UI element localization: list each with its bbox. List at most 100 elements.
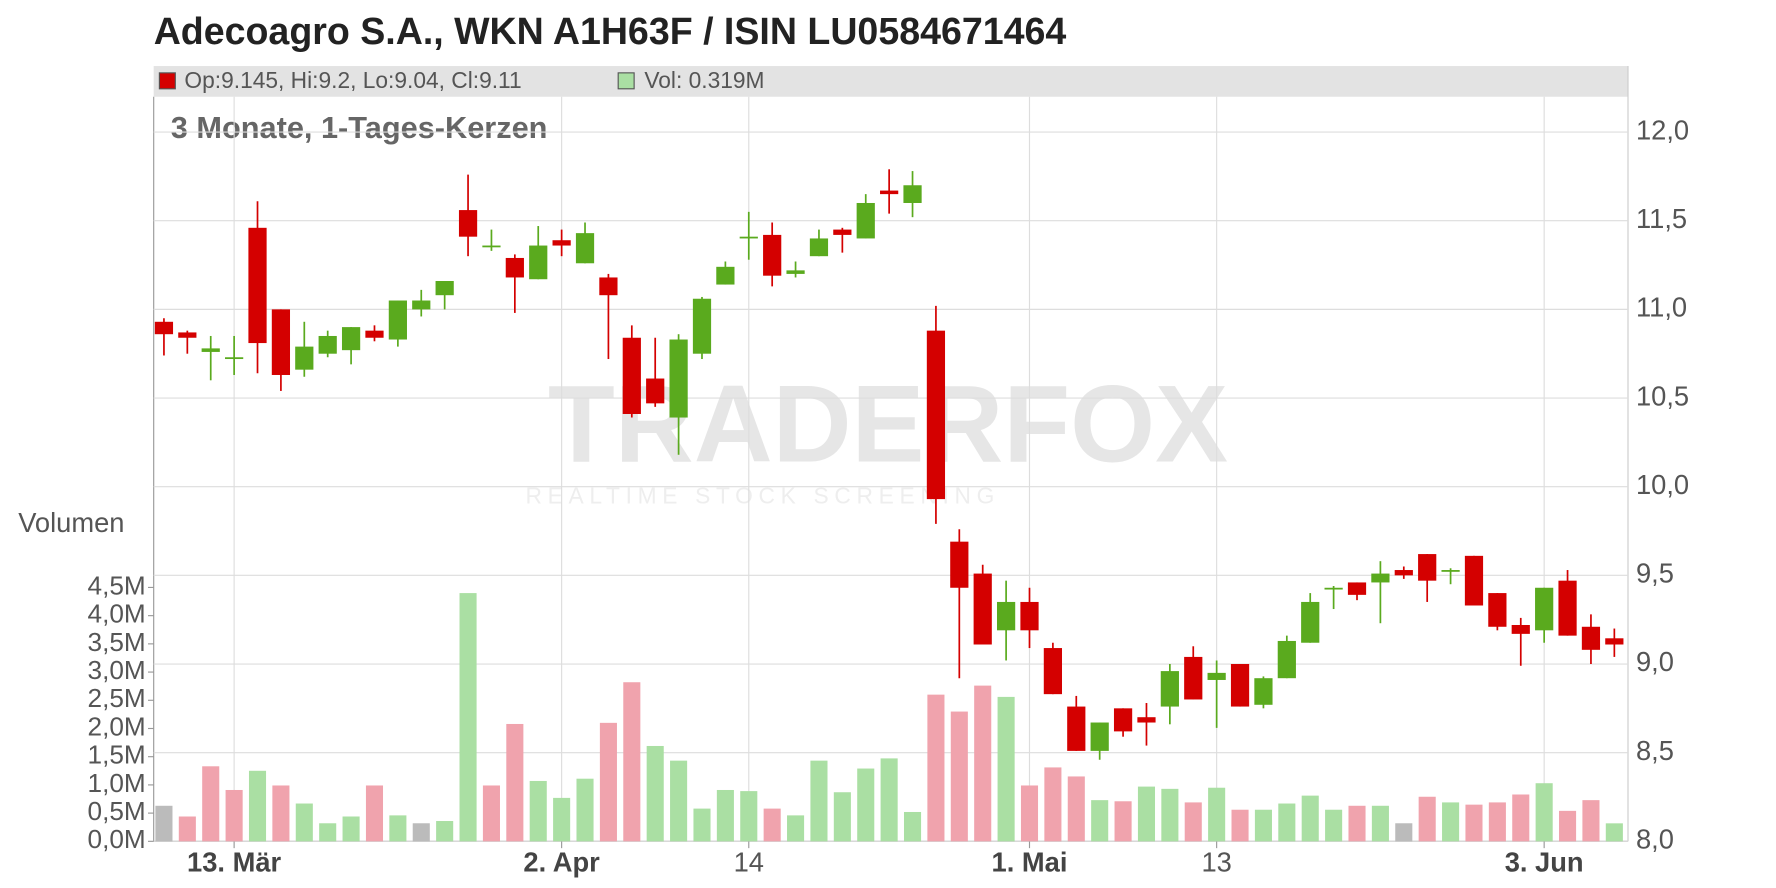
volume-bar — [506, 723, 524, 842]
y-tick-label: 12,0 — [1636, 114, 1689, 145]
candle-body — [1137, 717, 1156, 723]
volume-bar — [319, 823, 337, 842]
candle-body — [1488, 593, 1507, 627]
x-tick-label: 1. Mai — [992, 846, 1068, 877]
volume-bar — [436, 821, 454, 842]
candle-body — [1254, 678, 1273, 705]
y2-tick-label: 4,5M — [88, 570, 146, 600]
candle-body — [622, 337, 641, 414]
candle-body — [1441, 570, 1460, 572]
volume-bar — [412, 823, 430, 842]
volume-bar — [599, 722, 617, 842]
y2-tick-label: 2,5M — [88, 683, 146, 713]
legend-volume: Vol: 0.319M — [644, 67, 764, 93]
volume-axis-title: Volumen — [18, 507, 124, 538]
y-tick-label: 10,0 — [1636, 469, 1689, 500]
candle-body — [1394, 570, 1413, 576]
volume-bar — [1442, 802, 1460, 842]
candle-body — [1464, 555, 1484, 606]
volume-bar — [155, 805, 173, 842]
volume-bar — [1044, 767, 1062, 842]
volume-bar — [623, 682, 641, 842]
candle-body — [950, 541, 969, 588]
volume-bar — [693, 808, 711, 842]
candle-body — [1301, 601, 1320, 643]
volume-bar — [1465, 804, 1483, 842]
volume-bar — [178, 816, 196, 842]
volume-bar — [1254, 809, 1272, 842]
candle-body — [1090, 722, 1109, 751]
volume-bar — [1418, 796, 1436, 842]
volume-bar — [1231, 809, 1249, 842]
candle-body — [1535, 587, 1554, 631]
candle-body — [763, 234, 782, 276]
volume-bar — [459, 593, 477, 842]
volume-bar — [1582, 800, 1600, 842]
volume-bar — [1535, 783, 1553, 842]
volume-bar — [553, 797, 571, 842]
candle-body — [1511, 624, 1530, 634]
candle-body — [739, 236, 758, 239]
volume-bar — [1395, 823, 1413, 842]
y2-tick-label: 2,0M — [88, 711, 146, 741]
volume-bar — [646, 745, 664, 842]
legend-swatch — [158, 72, 176, 90]
candle-body — [809, 238, 829, 257]
candle-body — [341, 327, 361, 351]
candle-body — [412, 300, 431, 310]
candle-body — [599, 277, 618, 296]
candle-body — [1113, 708, 1133, 732]
volume-bar — [529, 780, 547, 842]
candle-body — [1581, 626, 1601, 650]
volume-bar — [1091, 800, 1109, 842]
volume-bar — [787, 815, 805, 842]
candle-body — [1230, 664, 1250, 707]
volume-bar — [1114, 801, 1132, 842]
volume-bar — [927, 694, 945, 842]
candle-body — [1371, 573, 1390, 583]
volume-bar — [295, 803, 313, 842]
y-tick-label: 9,5 — [1636, 558, 1674, 589]
candle-body — [1160, 671, 1179, 707]
candle-body — [318, 335, 337, 354]
x-tick-label: 13 — [1201, 846, 1231, 877]
candle-body — [458, 210, 478, 237]
candle-body — [154, 321, 174, 335]
candle-body — [1020, 601, 1039, 631]
candle-body — [1605, 638, 1624, 645]
volume-bar — [1184, 802, 1202, 842]
candle-body — [996, 601, 1016, 631]
y2-tick-label: 0,0M — [88, 824, 146, 854]
candle-body — [786, 270, 805, 274]
candle-body — [646, 378, 665, 404]
y-tick-label: 11,5 — [1636, 203, 1687, 234]
candle-body — [295, 346, 314, 370]
subtitle: 3 Monate, 1-Tages-Kerzen — [171, 110, 548, 145]
candle-body — [529, 245, 548, 280]
volume-bar — [1325, 809, 1343, 842]
candle-body — [1184, 656, 1203, 700]
y2-tick-label: 4,0M — [88, 599, 146, 629]
x-tick-label: 13. Mär — [187, 846, 281, 877]
volume-bar — [997, 696, 1015, 842]
candle-body — [669, 339, 688, 418]
volume-bar — [716, 789, 734, 842]
y-tick-label: 9,0 — [1636, 646, 1674, 677]
y-tick-label: 8,0 — [1636, 824, 1674, 855]
y-tick-label: 10,5 — [1636, 380, 1689, 411]
candle-body — [365, 330, 384, 338]
y-tick-label: 11,0 — [1636, 292, 1687, 323]
volume-bar — [974, 685, 992, 842]
candle-body — [178, 332, 197, 338]
volume-bar — [763, 808, 781, 842]
candle-body — [880, 190, 899, 195]
candle-body — [505, 257, 524, 278]
volume-bar — [740, 791, 758, 842]
y2-tick-label: 1,5M — [88, 740, 146, 770]
y-tick-label: 8,5 — [1636, 735, 1674, 766]
volume-bar — [1348, 805, 1366, 842]
candle-body — [201, 348, 220, 352]
candle-body — [856, 202, 875, 239]
x-tick-label: 14 — [734, 846, 764, 877]
